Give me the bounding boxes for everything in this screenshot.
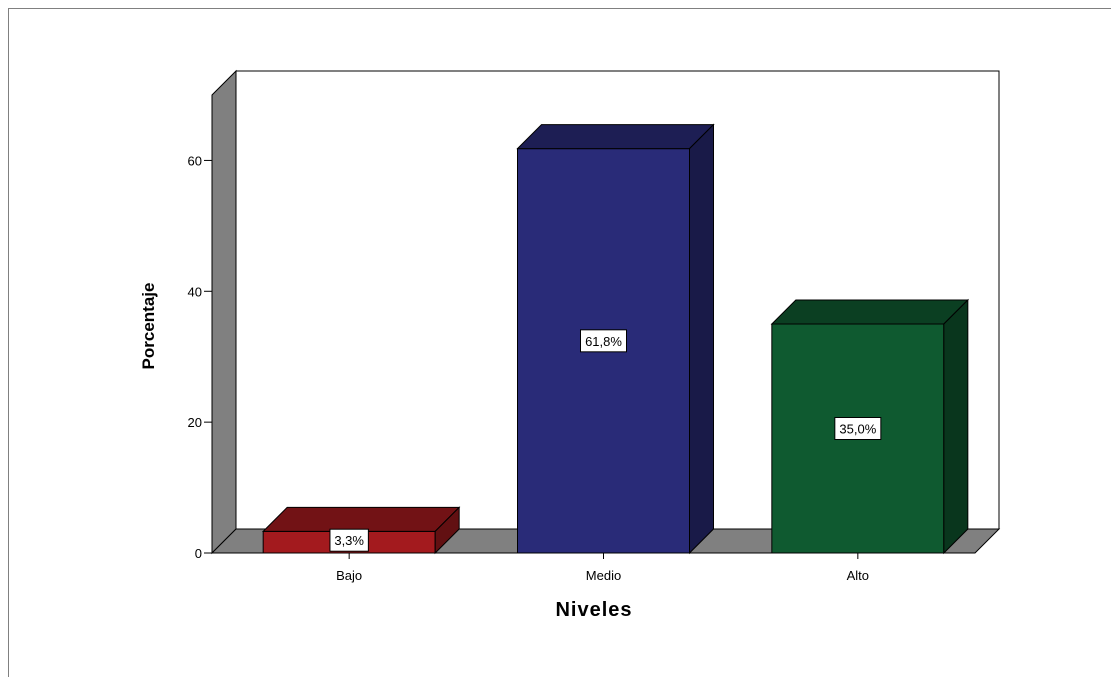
data-label: 3,3% xyxy=(329,528,369,552)
bar-side xyxy=(943,298,969,555)
data-label-box xyxy=(580,329,627,353)
data-label-text: 61,8% xyxy=(585,334,622,349)
y-axis: 0 20 40 60 xyxy=(188,95,213,561)
x-tick-label: Bajo xyxy=(336,568,362,583)
chart-frame xyxy=(8,8,1111,677)
side-wall xyxy=(211,69,237,555)
bar-top xyxy=(261,506,461,532)
bar-top xyxy=(516,124,715,150)
data-label-text: 35,0% xyxy=(839,422,876,437)
data-label-box xyxy=(329,528,369,552)
x-tick-label: Medio xyxy=(586,568,621,583)
data-label: 35,0% xyxy=(834,417,882,440)
bar-side xyxy=(689,123,714,555)
y-tick-label: 40 xyxy=(188,284,202,299)
bar-side xyxy=(434,506,460,555)
y-tick-label: 0 xyxy=(195,546,202,561)
y-tick-label: 60 xyxy=(188,153,202,168)
data-label-box xyxy=(834,417,882,440)
data-labels: 3,3% 61,8% 35,0% xyxy=(329,329,882,552)
y-axis-title: Porcentaje xyxy=(139,283,158,370)
x-axis-title: Niveles xyxy=(555,599,632,621)
data-label-text: 3,3% xyxy=(334,533,364,548)
x-axis: Bajo Medio Alto xyxy=(212,552,975,583)
x-tick-label: Alto xyxy=(847,568,869,583)
y-tick-label: 20 xyxy=(188,415,202,430)
data-label: 61,8% xyxy=(580,329,627,353)
bar-top xyxy=(770,299,970,325)
